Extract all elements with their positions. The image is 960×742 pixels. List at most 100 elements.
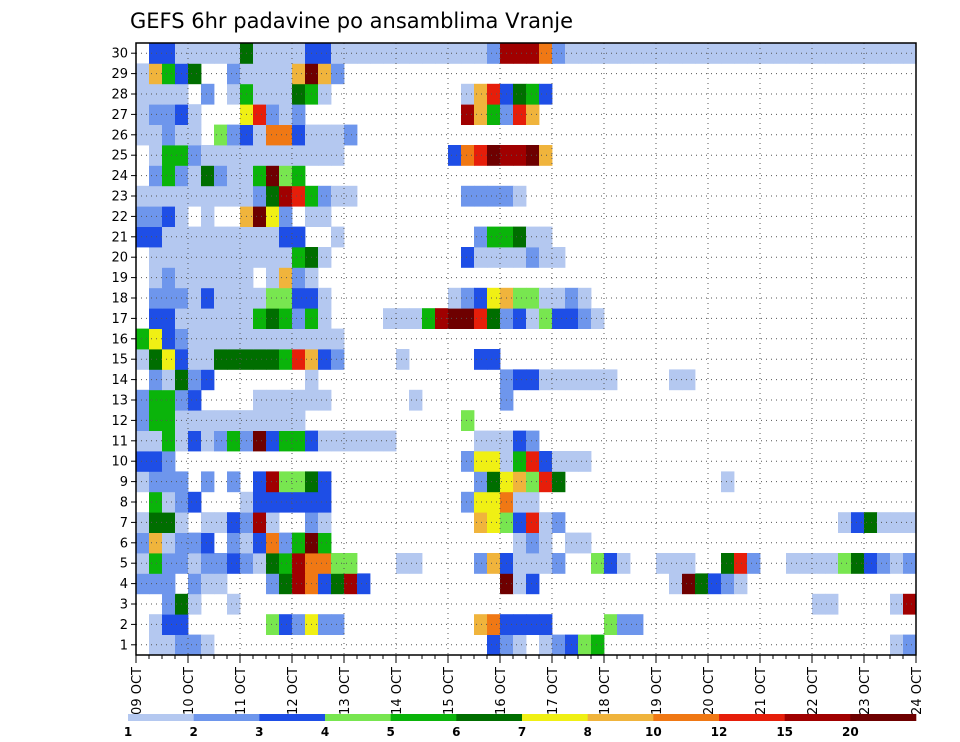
- colorbar-label: 3: [255, 725, 263, 739]
- heatmap-cell: [318, 287, 332, 309]
- heatmap-cell: [214, 573, 228, 595]
- x-tick-label: 22 OCT: [806, 667, 821, 715]
- heatmap-cell: [201, 206, 215, 227]
- heatmap-cell: [864, 553, 878, 574]
- y-tick-label: 21: [111, 230, 128, 245]
- heatmap-cell: [227, 512, 241, 533]
- heatmap-cell: [279, 349, 293, 370]
- heatmap-cell: [331, 185, 345, 207]
- heatmap-cell: [266, 287, 280, 309]
- colorbar-label: 10: [645, 725, 662, 739]
- heatmap-cell: [487, 43, 501, 64]
- y-axis: 1234567891011121314151617181920212223242…: [111, 47, 136, 653]
- heatmap-cell: [539, 634, 553, 656]
- heatmap-cell: [266, 247, 280, 268]
- colorbar-swatch: [456, 714, 523, 721]
- heatmap-cell: [682, 573, 696, 595]
- heatmap-cell: [526, 43, 540, 64]
- y-tick-label: 2: [120, 618, 128, 633]
- heatmap-cell: [903, 553, 917, 574]
- heatmap-cell: [227, 83, 241, 105]
- heatmap-cell: [162, 185, 176, 207]
- heatmap-cell: [708, 43, 722, 64]
- heatmap-cell: [214, 308, 228, 329]
- heatmap-cell: [201, 226, 215, 248]
- heatmap-cell: [214, 124, 228, 146]
- heatmap-cell: [188, 328, 202, 350]
- heatmap-cell: [162, 247, 176, 268]
- heatmap-cell: [253, 471, 267, 493]
- heatmap-cell: [331, 430, 345, 452]
- colorbar-swatch: [719, 714, 785, 721]
- heatmap-cell: [318, 349, 332, 370]
- heatmap-cell: [448, 145, 462, 166]
- heatmap-cell: [318, 512, 332, 533]
- heatmap-cell: [188, 573, 202, 595]
- heatmap-cell: [448, 287, 462, 309]
- heatmap-cell: [227, 267, 241, 289]
- heatmap-cell: [669, 553, 683, 574]
- heatmap-cell: [552, 369, 566, 391]
- heatmap-cell: [409, 553, 423, 574]
- heatmap-cell: [318, 328, 332, 350]
- heatmap-cell: [864, 512, 878, 533]
- heatmap-cell: [227, 410, 241, 431]
- heatmap-cell: [331, 63, 345, 85]
- heatmap-cell: [669, 369, 683, 391]
- heatmap-cell: [188, 553, 202, 574]
- heatmap-cell: [162, 634, 176, 656]
- colorbar-label: 15: [776, 725, 793, 739]
- heatmap-cell: [513, 226, 527, 248]
- heatmap-cell: [604, 614, 618, 635]
- heatmap-cell: [136, 389, 150, 411]
- heatmap-cell: [149, 451, 163, 472]
- heatmap-cell: [162, 349, 176, 370]
- heatmap-cell: [292, 573, 306, 595]
- heatmap-cell: [227, 593, 241, 615]
- heatmap-cell: [734, 573, 748, 595]
- heatmap-cell: [266, 83, 280, 105]
- heatmap-cell: [214, 512, 228, 533]
- heatmap-cell: [266, 206, 280, 227]
- heatmap-cell: [292, 553, 306, 574]
- heatmap-cell: [682, 553, 696, 574]
- heatmap-cell: [279, 328, 293, 350]
- heatmap-cell: [162, 553, 176, 574]
- heatmap-cell: [292, 532, 306, 554]
- heatmap-cell: [149, 634, 163, 656]
- x-tick-label: 12 OCT: [286, 667, 301, 715]
- heatmap-cell: [149, 328, 163, 350]
- heatmap-cell: [617, 553, 631, 574]
- heatmap-cell: [188, 593, 202, 615]
- heatmap-cell: [227, 328, 241, 350]
- heatmap-cell: [526, 614, 540, 635]
- y-tick-label: 6: [120, 536, 128, 551]
- heatmap-cell: [201, 369, 215, 391]
- heatmap-cell: [253, 104, 267, 125]
- heatmap-cell: [188, 410, 202, 431]
- heatmap-cell: [487, 287, 501, 309]
- heatmap-cell: [162, 573, 176, 595]
- heatmap-cell: [526, 430, 540, 452]
- heatmap-cell: [136, 83, 150, 105]
- heatmap-cell: [513, 247, 527, 268]
- heatmap-cell: [513, 451, 527, 472]
- heatmap-cell: [201, 267, 215, 289]
- heatmap-cell: [682, 369, 696, 391]
- heatmap-cell: [279, 553, 293, 574]
- colorbar-label: 4: [321, 725, 329, 739]
- heatmap-cell: [149, 349, 163, 370]
- heatmap-cell: [266, 165, 280, 187]
- cells-layer: [136, 43, 917, 656]
- heatmap-cell: [136, 63, 150, 85]
- heatmap-cell: [552, 451, 566, 472]
- y-tick-label: 27: [111, 108, 128, 123]
- heatmap-cell: [513, 532, 527, 554]
- heatmap-cell: [331, 43, 345, 64]
- heatmap-cell: [214, 349, 228, 370]
- heatmap-cell: [162, 83, 176, 105]
- heatmap-cell: [474, 83, 488, 105]
- heatmap-cell: [461, 43, 475, 64]
- heatmap-cell: [227, 43, 241, 64]
- heatmap-cell: [279, 145, 293, 166]
